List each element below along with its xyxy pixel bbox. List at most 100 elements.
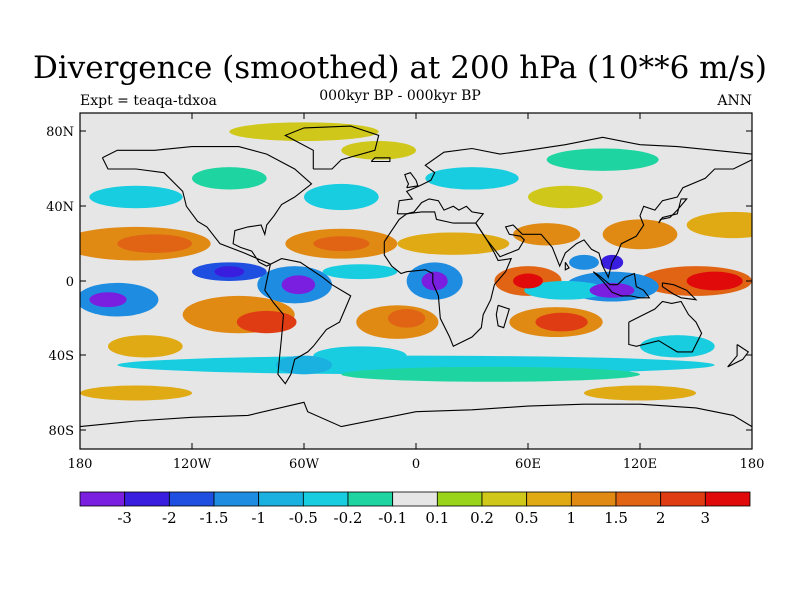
lon-tick-0: 0 bbox=[412, 457, 420, 472]
lon-tick-60w: 60W bbox=[289, 457, 320, 472]
colorbar-label: -0.1 bbox=[378, 509, 407, 527]
contour-fills bbox=[80, 122, 752, 401]
field-s-ocean-pos bbox=[80, 385, 192, 401]
field-n-pacific-mid bbox=[686, 211, 752, 239]
field-canada-neg bbox=[192, 167, 267, 190]
colorbar-label: 0.2 bbox=[470, 509, 494, 527]
lat-tick-80s: 80S bbox=[49, 424, 74, 439]
colorbar-box bbox=[168, 491, 215, 507]
colorbar-label: 0.1 bbox=[425, 509, 449, 527]
lon-axis bbox=[191, 113, 641, 449]
plot-subtitle: 000kyr BP - 000kyr BP bbox=[319, 88, 481, 104]
field-s-ocean-band2 bbox=[341, 366, 640, 382]
field-central-am-core bbox=[214, 266, 245, 278]
coastline-africa bbox=[383, 211, 513, 348]
field-s-atl-neg bbox=[313, 346, 407, 365]
field-s-pacific-mid bbox=[108, 335, 183, 358]
field-nw-pacific-core bbox=[89, 292, 127, 308]
field-siberia-neg bbox=[546, 148, 659, 171]
field-arabia-blob bbox=[513, 223, 581, 246]
divergence-field bbox=[80, 113, 752, 449]
field-africa-core bbox=[421, 271, 448, 291]
coastlines bbox=[80, 125, 752, 428]
colorbar-label: -0.2 bbox=[334, 509, 363, 527]
coastline-japan bbox=[658, 198, 688, 224]
lat-tick-40s: 40S bbox=[49, 349, 74, 364]
colorbar-box bbox=[124, 491, 170, 507]
field-s-indian-core bbox=[535, 312, 588, 332]
colorbar-label: -2 bbox=[162, 509, 177, 527]
field-e-asia-blob bbox=[602, 219, 678, 250]
field-indian-eq-core bbox=[513, 273, 543, 289]
colorbar-box bbox=[302, 491, 349, 507]
field-s-atlantic-core bbox=[388, 309, 426, 328]
lat-tick-80n: 80N bbox=[46, 125, 74, 140]
experiment-label: Expt = teaqa-tdxoa bbox=[80, 93, 217, 109]
lon-tick-60e: 60E bbox=[515, 457, 541, 472]
coastline-sri-lanka bbox=[564, 261, 570, 271]
lat-axis bbox=[80, 130, 752, 431]
coastline-europe-asia bbox=[396, 136, 752, 279]
coastline-greenland bbox=[283, 125, 380, 170]
field-asia-pos bbox=[528, 185, 603, 209]
colorbar bbox=[79, 491, 751, 507]
colorbar-box bbox=[615, 491, 662, 507]
field-w-pacific-core bbox=[686, 271, 743, 291]
field-n-atlantic-neg bbox=[304, 183, 379, 211]
lon-tick-180e: 180 bbox=[740, 457, 765, 472]
field-maritime-core bbox=[589, 282, 635, 298]
colorbar-box bbox=[258, 491, 304, 507]
colorbar-label: 1 bbox=[567, 509, 577, 527]
colorbar-box bbox=[481, 491, 528, 507]
colorbar-label: -1.5 bbox=[200, 509, 229, 527]
coastline-uk bbox=[404, 172, 419, 189]
colorbar-box bbox=[570, 491, 617, 507]
coastline-north-america bbox=[101, 146, 313, 267]
coastline-antarctica bbox=[80, 401, 752, 428]
coastline-new-guinea bbox=[661, 282, 698, 301]
colorbar-label: 0.5 bbox=[515, 509, 539, 527]
coastline-new-zealand bbox=[727, 344, 750, 368]
field-n-pacific-band-core bbox=[117, 234, 192, 254]
colorbar-box bbox=[526, 491, 572, 507]
coastline-australia bbox=[628, 300, 703, 353]
field-n-atlantic-core bbox=[313, 236, 370, 252]
coastline-madagascar bbox=[495, 304, 510, 329]
lon-tick-180w: 180 bbox=[68, 457, 93, 472]
coastline-iceland bbox=[370, 157, 391, 163]
field-amazon-core bbox=[281, 275, 316, 295]
lon-tick-120e: 120E bbox=[623, 457, 657, 472]
colorbar-label: 1.5 bbox=[604, 509, 628, 527]
colorbar-box bbox=[704, 491, 751, 507]
field-indian-s-neg bbox=[524, 281, 607, 300]
field-n-africa-blob bbox=[397, 232, 510, 255]
colorbar-box bbox=[436, 491, 483, 507]
colorbar-label: 2 bbox=[656, 509, 666, 527]
field-atlantic-itcz-neg bbox=[322, 264, 398, 280]
field-europe-neg bbox=[425, 167, 519, 190]
colorbar-label: -1 bbox=[251, 509, 266, 527]
field-arctic-pos bbox=[229, 122, 379, 141]
coastline-south-america bbox=[264, 258, 352, 385]
colorbar-label: -3 bbox=[117, 509, 132, 527]
colorbar-box bbox=[213, 491, 260, 507]
colorbar-box bbox=[347, 491, 394, 507]
coastline-indonesia bbox=[592, 271, 651, 299]
season-label: ANN bbox=[717, 93, 752, 109]
colorbar-box bbox=[79, 491, 126, 507]
field-s-am-neg bbox=[276, 355, 332, 375]
colorbar-labels: -3 -2 -1.5 -1 -0.5 -0.2 -0.1 0.1 0.2 0.5 1 1.5 2 3 bbox=[117, 509, 710, 527]
field-s-ocean-pos2 bbox=[584, 385, 696, 401]
colorbar-label: 3 bbox=[701, 509, 711, 527]
lat-tick-40n: 40N bbox=[46, 200, 74, 215]
field-s-pacific-core bbox=[236, 310, 297, 334]
colorbar-label: -0.5 bbox=[289, 509, 318, 527]
lon-tick-120w: 120W bbox=[173, 457, 212, 472]
colorbar-box bbox=[660, 491, 706, 507]
plot-title: Divergence (smoothed) at 200 hPa (10**6 … bbox=[33, 50, 767, 86]
field-bay-bengal-neg bbox=[569, 254, 599, 270]
field-n-pacific-neg bbox=[89, 185, 183, 209]
lat-tick-0: 0 bbox=[66, 275, 74, 290]
colorbar-box bbox=[392, 491, 438, 507]
